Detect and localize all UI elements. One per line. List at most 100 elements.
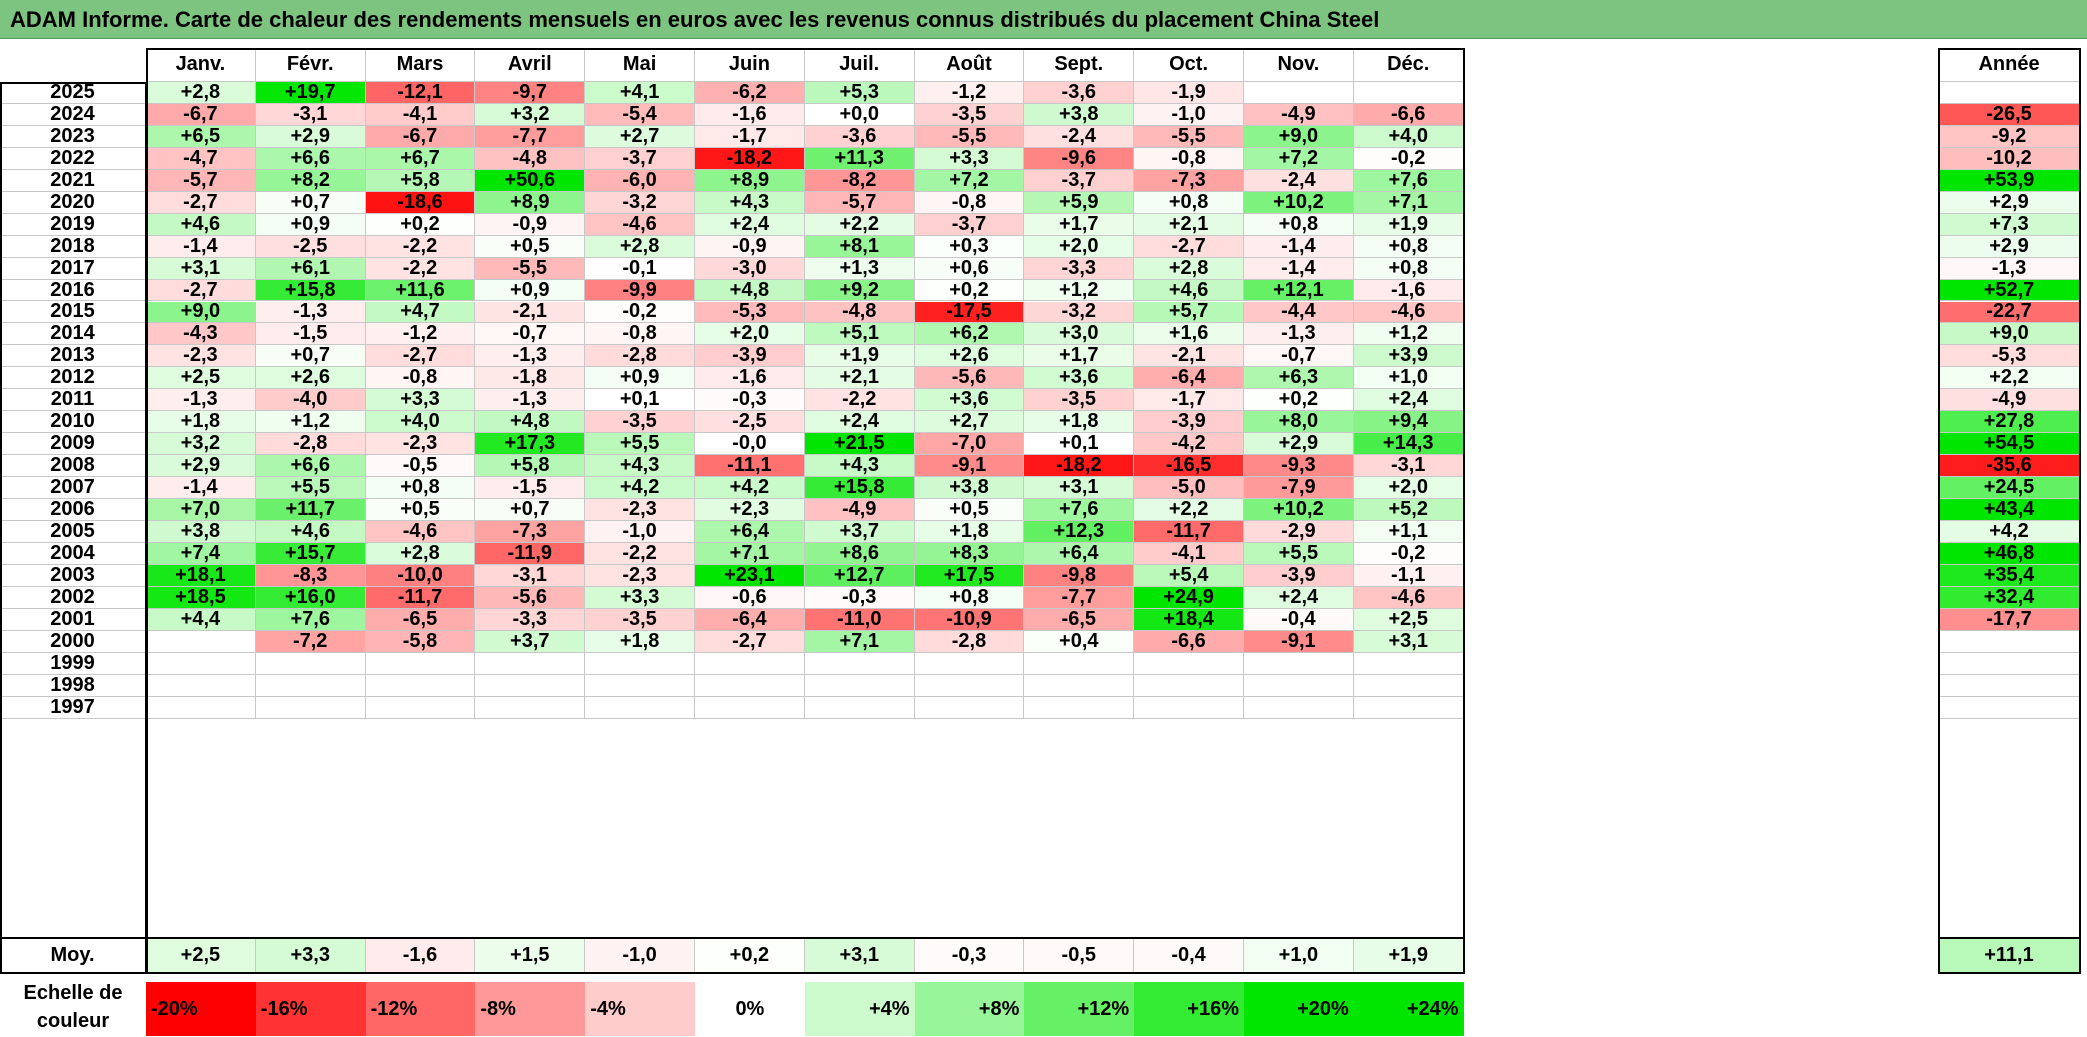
heatmap-cell: -1,0 bbox=[585, 520, 695, 543]
annual-cell bbox=[1938, 630, 2081, 653]
heatmap-cell: -2,4 bbox=[1244, 169, 1354, 192]
heatmap-cell: -4,7 bbox=[146, 147, 256, 170]
heatmap-cell bbox=[804, 674, 915, 697]
heatmap-cell: -5,5 bbox=[475, 257, 586, 280]
heatmap-cell: -1,5 bbox=[255, 322, 366, 346]
heatmap-cell: +2,1 bbox=[804, 366, 915, 390]
heatmap-cell bbox=[914, 674, 1025, 697]
heatmap-cell bbox=[1024, 674, 1135, 697]
heatmap-cell: -4,4 bbox=[1244, 300, 1354, 324]
heatmap-cell: -8,3 bbox=[255, 564, 366, 587]
heatmap-cell: -9,8 bbox=[1024, 564, 1135, 587]
heatmap-cell: +3,6 bbox=[1024, 366, 1135, 390]
annual-cell: +32,4 bbox=[1938, 586, 2081, 609]
heatmap-cell: -1,3 bbox=[475, 388, 586, 412]
heatmap-cell: -3,7 bbox=[585, 147, 695, 170]
heatmap-cell: +3,6 bbox=[914, 388, 1025, 412]
heatmap-cell bbox=[1244, 82, 1354, 104]
heatmap-cell: +7,1 bbox=[804, 630, 915, 653]
heatmap-cell: +0,2 bbox=[914, 279, 1025, 302]
heatmap-cell: +7,6 bbox=[1353, 169, 1464, 192]
heatmap-cell: -2,7 bbox=[146, 191, 256, 214]
year-label: 1999 bbox=[0, 652, 146, 675]
month-header: Août bbox=[914, 48, 1025, 82]
heatmap-cell bbox=[914, 652, 1025, 675]
heatmap-cell: +8,0 bbox=[1244, 410, 1354, 434]
heatmap-cell: +21,5 bbox=[804, 432, 915, 456]
heatmap-cell bbox=[695, 652, 805, 675]
heatmap-cell bbox=[1024, 652, 1135, 675]
heatmap-cell: +5,3 bbox=[804, 81, 915, 104]
heatmap-cell: +0,2 bbox=[1244, 388, 1354, 412]
year-label: 1998 bbox=[0, 674, 146, 697]
heatmap-cell: +3,2 bbox=[146, 432, 256, 456]
heatmap-cell: +2,8 bbox=[365, 542, 476, 565]
heatmap-cell: -18,2 bbox=[1024, 454, 1135, 478]
heatmap-cell: -5,4 bbox=[585, 103, 695, 126]
average-cell: -1,0 bbox=[585, 938, 695, 974]
year-label: 2002 bbox=[0, 586, 146, 609]
heatmap-cell: +1,7 bbox=[1024, 344, 1135, 368]
heatmap-cell: -3,9 bbox=[695, 344, 805, 368]
heatmap-cell bbox=[1353, 82, 1464, 104]
heatmap-cell: +2,4 bbox=[1353, 388, 1464, 412]
average-cell: +2,5 bbox=[146, 938, 256, 974]
heatmap-cell: -11,7 bbox=[365, 586, 476, 609]
heatmap-cell: -3,2 bbox=[585, 191, 695, 214]
heatmap-cell: -1,7 bbox=[695, 125, 805, 148]
heatmap-cell: +6,6 bbox=[255, 147, 366, 170]
heatmap-cell: +3,7 bbox=[475, 630, 586, 653]
heatmap-cell: +5,5 bbox=[255, 476, 366, 500]
heatmap-cell: -0,9 bbox=[475, 213, 586, 236]
heatmap-cell: +4,3 bbox=[804, 454, 915, 478]
heatmap-cell: +0,8 bbox=[1244, 213, 1354, 236]
heatmap-cell: -1,4 bbox=[146, 235, 256, 258]
heatmap-cell: -4,0 bbox=[255, 388, 366, 412]
heatmap-cell: +4,6 bbox=[255, 520, 366, 543]
year-label: 2012 bbox=[0, 366, 146, 390]
heatmap-cell: +6,7 bbox=[365, 147, 476, 170]
heatmap-cell: +10,2 bbox=[1244, 191, 1354, 214]
heatmap-cell: -5,5 bbox=[1134, 125, 1244, 148]
heatmap-cell: -7,0 bbox=[914, 432, 1025, 456]
average-cell: +0,2 bbox=[695, 938, 805, 974]
heatmap-cell bbox=[1134, 652, 1244, 675]
annual-cell: +24,5 bbox=[1938, 476, 2081, 500]
heatmap-cell: +5,1 bbox=[804, 322, 915, 346]
heatmap-cell: -1,4 bbox=[146, 476, 256, 500]
average-label: Moy. bbox=[0, 938, 146, 974]
heatmap-cell: +4,0 bbox=[365, 410, 476, 434]
heatmap-cell: +2,9 bbox=[146, 454, 256, 478]
heatmap-cell: +0,7 bbox=[255, 191, 366, 214]
heatmap-cell bbox=[475, 696, 586, 719]
heatmap-cell: +0,7 bbox=[475, 498, 586, 521]
heatmap-cell: +2,0 bbox=[695, 322, 805, 346]
heatmap-cell bbox=[1353, 696, 1464, 719]
heatmap-cell: +2,0 bbox=[1024, 235, 1135, 258]
color-scale-swatch: +20% bbox=[1244, 982, 1354, 1036]
heatmap-cell: -1,4 bbox=[1244, 257, 1354, 280]
heatmap-cell: +12,7 bbox=[804, 564, 915, 587]
heatmap-cell: +8,3 bbox=[914, 542, 1025, 565]
heatmap-cell: -6,6 bbox=[1134, 630, 1244, 653]
heatmap-cell: -2,7 bbox=[146, 279, 256, 302]
heatmap-cell: +2,8 bbox=[585, 235, 695, 258]
heatmap-cell: +11,7 bbox=[255, 498, 366, 521]
color-scale-swatch: +12% bbox=[1024, 982, 1135, 1036]
heatmap-cell: +8,6 bbox=[804, 542, 915, 565]
heatmap-cell: -4,8 bbox=[475, 147, 586, 170]
heatmap-cell: +11,3 bbox=[804, 147, 915, 170]
heatmap-cell: -0,8 bbox=[365, 366, 476, 390]
heatmap-cell: +18,5 bbox=[146, 586, 256, 609]
heatmap-cell: -1,5 bbox=[475, 476, 586, 500]
year-label: 2015 bbox=[0, 300, 146, 324]
heatmap-cell: +2,0 bbox=[1353, 476, 1464, 500]
annual-cell: +2,2 bbox=[1938, 366, 2081, 390]
annual-cell: +46,8 bbox=[1938, 542, 2081, 565]
heatmap-cell: +4,8 bbox=[475, 410, 586, 434]
heatmap-cell: -3,0 bbox=[695, 257, 805, 280]
heatmap-cell: -1,3 bbox=[1244, 322, 1354, 346]
chart-title: ADAM Informe. Carte de chaleur des rende… bbox=[10, 7, 1380, 32]
heatmap-cell: -0,7 bbox=[1244, 344, 1354, 368]
heatmap-cell: -2,8 bbox=[585, 344, 695, 368]
